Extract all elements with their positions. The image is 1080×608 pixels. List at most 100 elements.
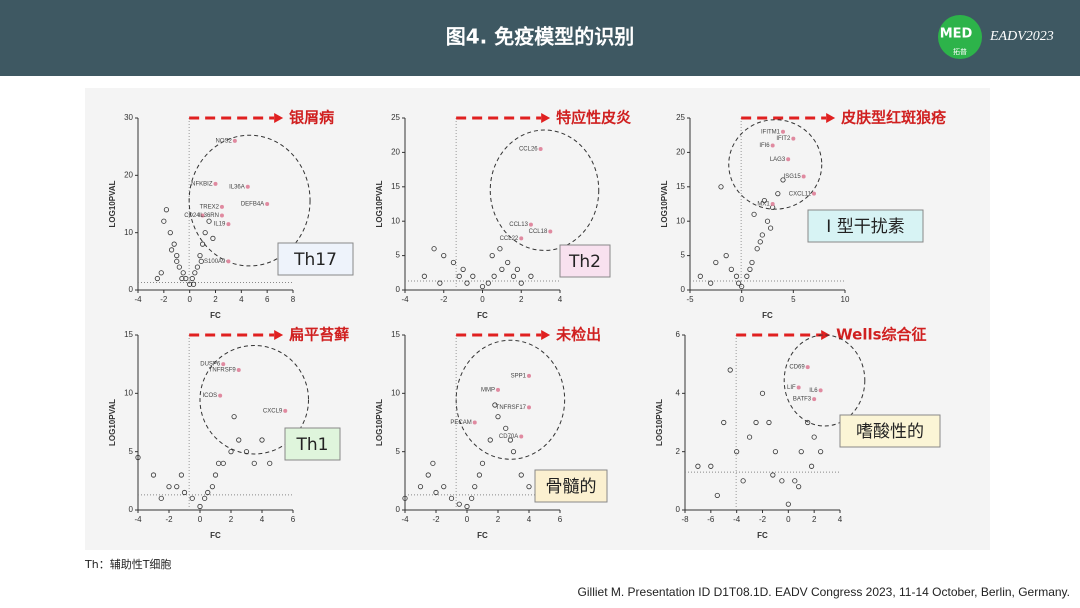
header-bar [0, 0, 1080, 76]
point [202, 495, 208, 501]
point [526, 484, 532, 490]
point [744, 273, 750, 279]
point [780, 177, 786, 183]
gene-label: PECAM [450, 420, 471, 426]
point [178, 472, 184, 478]
arrow-head [826, 113, 836, 123]
gene-point [527, 373, 531, 378]
y-tick-label: 0 [129, 285, 134, 294]
y-tick-label: 0 [396, 285, 401, 294]
slide-title: 图4. 免疫模型的识别 [446, 25, 634, 49]
gene-label: SPP1 [511, 373, 527, 379]
cell-type-label: 嗜酸性的 [856, 422, 924, 442]
point [168, 247, 175, 253]
point [197, 253, 203, 259]
gene-point [805, 365, 810, 370]
point [718, 184, 724, 190]
gene-label: CD69 [789, 365, 805, 371]
panel-title: 皮肤型红斑狼疮 [841, 109, 947, 127]
point [212, 472, 219, 478]
point [441, 253, 447, 259]
x-tick-label: -2 [165, 515, 173, 524]
x-axis-label: FC [762, 311, 773, 320]
point [759, 232, 765, 238]
x-tick-label: 2 [496, 515, 501, 524]
gene-point [226, 222, 231, 227]
x-tick-label: 0 [739, 295, 744, 304]
gene-label: S100A9 [204, 259, 226, 265]
point [518, 280, 524, 286]
point [174, 253, 180, 259]
cell-type-box [807, 209, 924, 243]
point [166, 484, 172, 490]
highlight-circle [455, 339, 566, 460]
point [507, 437, 513, 443]
x-tick-label: 4 [838, 515, 843, 524]
point [728, 266, 734, 272]
gene-label: LIF [787, 385, 796, 391]
point [425, 472, 431, 478]
gene-label: CD70A [499, 434, 518, 440]
y-axis-label: LOG10PVAL [660, 180, 669, 227]
point [754, 246, 760, 252]
highlight-circle [783, 334, 866, 427]
point [766, 419, 772, 426]
y-tick-label: 15 [391, 330, 400, 339]
gene-label: NOS2 [216, 139, 233, 145]
point [431, 246, 437, 252]
point [210, 235, 216, 241]
point [489, 253, 495, 259]
y-axis-label: LOG10PVAL [108, 180, 117, 227]
y-axis-label: LOG10PVAL [375, 180, 384, 227]
gene-label: ISG15 [784, 174, 802, 180]
point [259, 437, 265, 443]
event-name: EADV2023 [989, 29, 1054, 44]
x-axis-label: FC [477, 531, 488, 540]
gene-label: NFKBIZ [191, 182, 213, 188]
gene-point [791, 136, 796, 141]
point [472, 484, 478, 490]
gene-point [519, 434, 524, 439]
x-tick-label: 4 [527, 515, 532, 524]
y-tick-label: 0 [676, 505, 681, 514]
x-tick-label: -4 [401, 515, 409, 524]
y-tick-label: 6 [676, 330, 681, 339]
point [150, 472, 157, 478]
gene-label: CCL22 [500, 236, 519, 242]
x-tick-label: 10 [841, 295, 850, 304]
y-tick-label: 20 [124, 170, 133, 179]
point [751, 211, 757, 217]
point [441, 484, 447, 490]
x-tick-label: 8 [291, 295, 296, 304]
y-tick-label: 15 [391, 182, 400, 191]
gene-point [770, 143, 775, 148]
point [209, 484, 215, 490]
cell-type-box [277, 242, 354, 276]
point [174, 484, 180, 490]
point [251, 460, 257, 466]
point [402, 495, 408, 501]
point [421, 273, 427, 279]
point [739, 283, 745, 290]
point [202, 230, 208, 236]
x-tick-label: 4 [260, 515, 265, 524]
x-tick-label: -4 [733, 515, 741, 524]
point [721, 419, 727, 426]
x-tick-label: -4 [134, 515, 142, 524]
point [775, 191, 781, 197]
point [450, 259, 457, 266]
point [176, 264, 182, 270]
gene-point [232, 138, 237, 143]
x-tick-label: 4 [239, 295, 244, 304]
y-tick-label: 30 [124, 113, 133, 122]
y-tick-label: 5 [681, 251, 686, 260]
point [505, 259, 511, 266]
y-tick-label: 4 [676, 388, 681, 397]
x-tick-label: -6 [707, 515, 715, 524]
point [417, 484, 424, 490]
gene-label: BATF3 [793, 397, 812, 403]
logo-circle [938, 15, 982, 59]
x-axis-label: FC [210, 531, 221, 540]
point [267, 460, 273, 466]
y-tick-label: 15 [124, 330, 133, 339]
